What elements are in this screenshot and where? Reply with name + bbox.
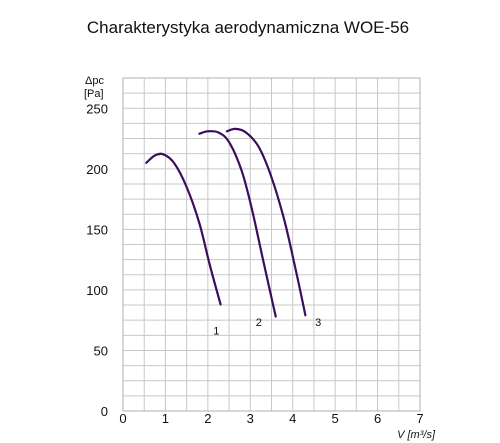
y-tick-label: 50 [94,343,108,358]
fan-curve-2 [198,130,277,318]
x-tick-label: 5 [332,411,339,426]
y-axis-title-symbol: Δpc [85,75,104,87]
curve-label-1: 1 [213,326,219,338]
x-tick-label: 4 [289,411,296,426]
fan-curve-3 [225,127,307,317]
x-tick-label: 6 [374,411,381,426]
y-tick-label: 0 [101,404,108,419]
fan-curve-1 [145,152,222,306]
y-axis-title-unit: [Pa] [84,88,104,100]
x-tick-label: 7 [416,411,423,426]
plot-frame [122,77,421,412]
x-axis-title: V [m³/s] [397,429,436,441]
y-tick-label: 100 [86,283,108,298]
x-tick-label: 2 [204,411,211,426]
y-tick-labels: 0 50 100 150 200 250 [86,101,108,419]
y-tick-label: 200 [86,162,108,177]
x-tick-labels: 0 1 2 3 4 5 6 7 [119,411,423,426]
chart-title: Charakterystyka aerodynamiczna WOE-56 [87,18,409,37]
curve-labels: 1 2 3 [213,317,321,337]
x-tick-label: 1 [162,411,169,426]
grid [122,77,421,412]
curve-label-3: 3 [315,317,321,329]
x-tick-label: 3 [247,411,254,426]
y-tick-label: 150 [86,222,108,237]
curves [145,127,307,318]
curve-label-2: 2 [256,317,262,329]
y-tick-label: 250 [86,101,108,116]
x-tick-label: 0 [119,411,126,426]
